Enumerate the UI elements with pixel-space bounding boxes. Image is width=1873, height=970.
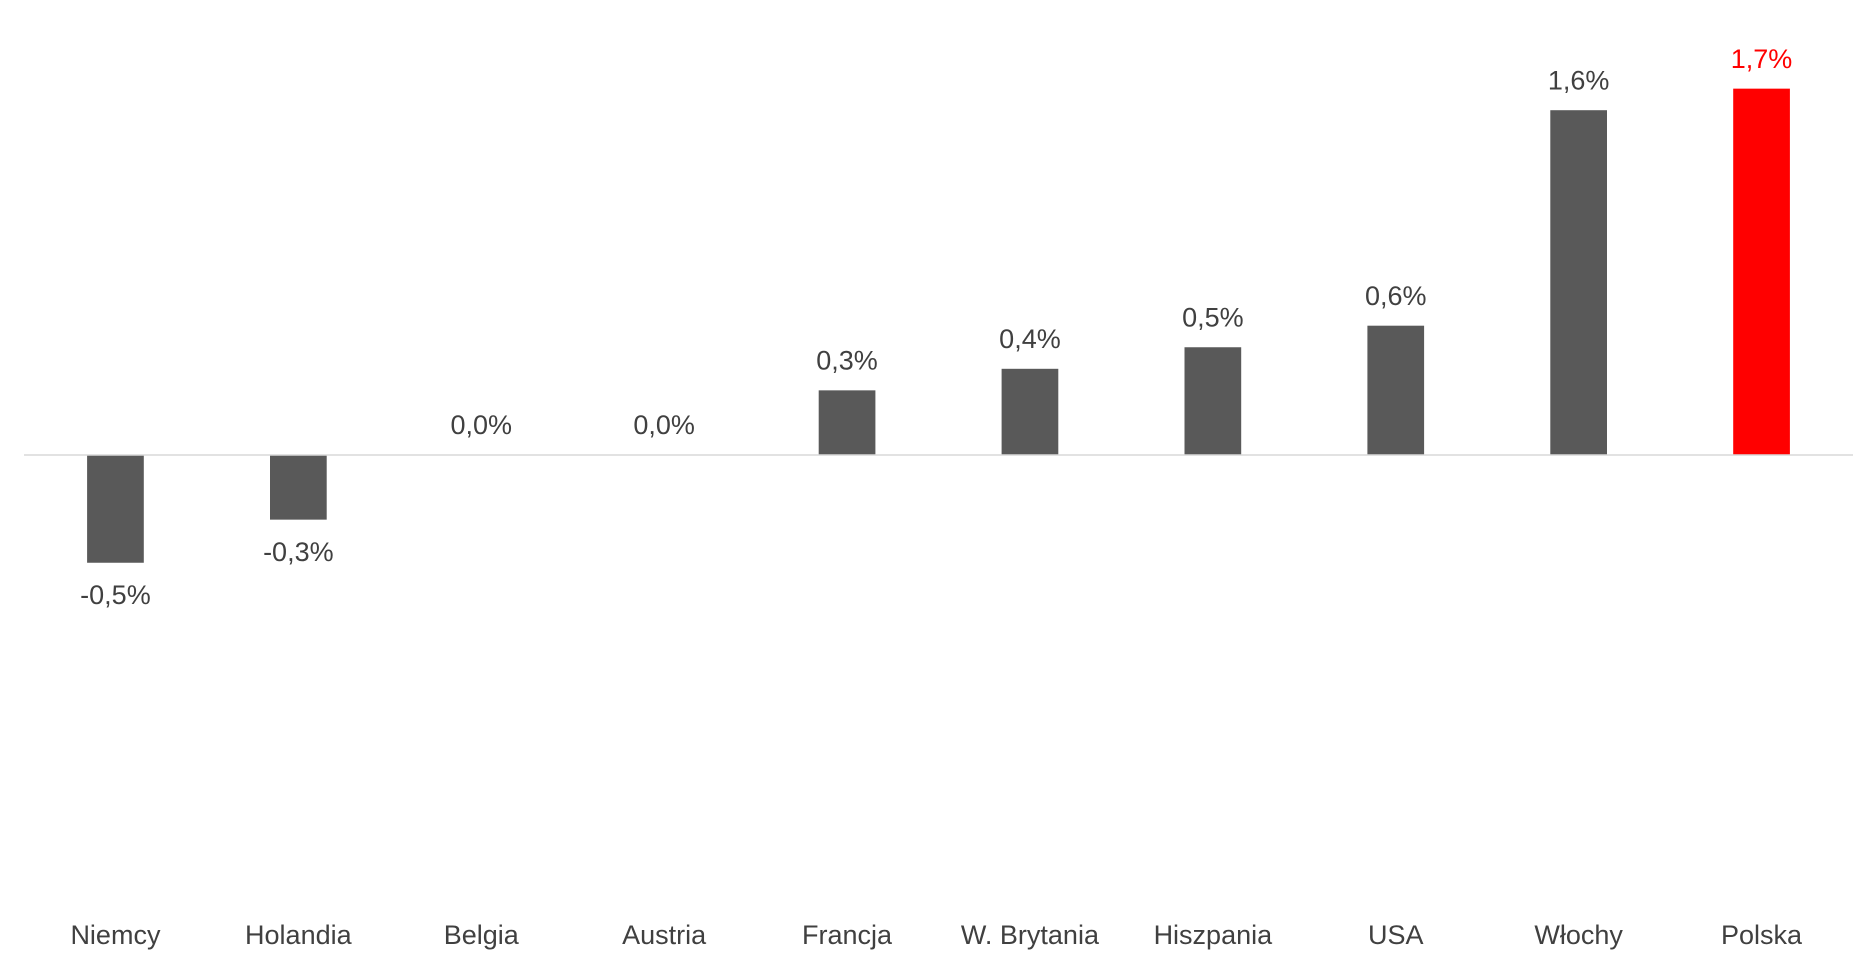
- value-label: -0,3%: [263, 537, 334, 567]
- bar: [1733, 88, 1790, 456]
- value-label: 0,0%: [633, 410, 695, 440]
- x-tick-label: Niemcy: [70, 920, 161, 950]
- value-label: 1,6%: [1548, 65, 1610, 95]
- bar: [818, 390, 876, 455]
- value-label: -0,5%: [80, 580, 151, 610]
- bar: [270, 455, 327, 520]
- x-tick-label: USA: [1368, 920, 1424, 950]
- x-tick-label: Francja: [802, 920, 893, 950]
- value-label: 1,7%: [1731, 44, 1793, 74]
- bar: [1001, 368, 1059, 455]
- bar: [87, 455, 144, 563]
- x-tick-label: Włochy: [1534, 920, 1623, 950]
- x-tick-label: W. Brytania: [961, 920, 1100, 950]
- value-label: 0,4%: [999, 324, 1061, 354]
- value-label: 0,6%: [1365, 281, 1427, 311]
- bar: [1550, 110, 1607, 455]
- value-label: 0,0%: [450, 410, 512, 440]
- x-tick-label: Austria: [622, 920, 707, 950]
- bar: [1367, 325, 1425, 455]
- value-label: 0,3%: [816, 345, 878, 375]
- x-tick-label: Hiszpania: [1154, 920, 1274, 950]
- x-tick-label: Polska: [1721, 920, 1803, 950]
- x-tick-label: Holandia: [245, 920, 353, 950]
- value-label: 0,5%: [1182, 302, 1244, 332]
- x-tick-label: Belgia: [444, 920, 520, 950]
- bar: [1184, 347, 1242, 455]
